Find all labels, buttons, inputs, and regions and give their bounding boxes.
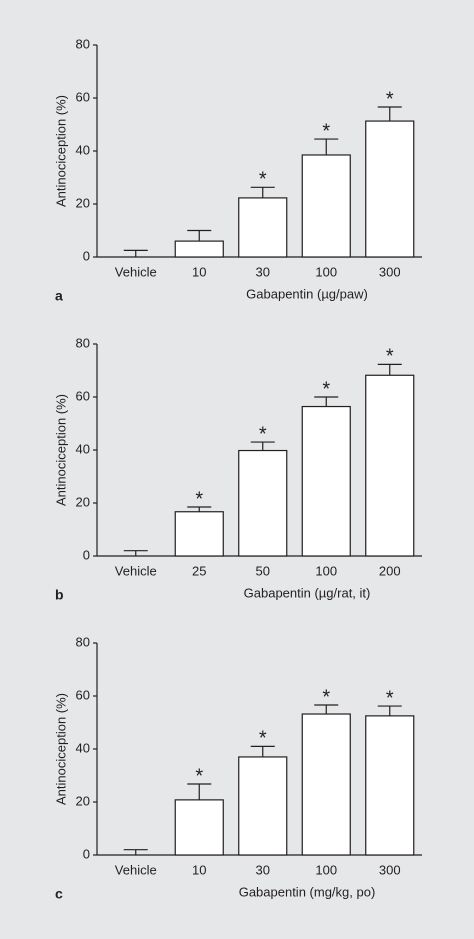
x-tick-label: 300 xyxy=(379,862,401,877)
bar xyxy=(301,713,351,856)
x-tick-label: 100 xyxy=(315,563,337,578)
bar xyxy=(238,197,288,258)
y-tick-label: 20 xyxy=(76,793,90,808)
bar xyxy=(174,511,224,557)
significance-marker: * xyxy=(259,169,267,191)
x-tick-label: 30 xyxy=(256,264,270,279)
y-tick-label: 40 xyxy=(76,142,90,157)
bar xyxy=(238,756,288,856)
bar xyxy=(301,154,351,258)
x-tick-label: 100 xyxy=(315,862,337,877)
significance-marker: * xyxy=(322,378,330,400)
x-tick-label: Vehicle xyxy=(115,563,157,578)
x-axis-label: Gabapentin (mg/kg, po) xyxy=(239,884,376,899)
panel-label: a xyxy=(55,288,63,304)
x-tick-label: 100 xyxy=(315,264,337,279)
x-axis-label: Gabapentin (µg/rat, it) xyxy=(244,585,371,600)
bar xyxy=(365,374,415,557)
x-tick-label: 10 xyxy=(192,264,206,279)
y-axis-label: Antinociception (%) xyxy=(53,95,68,207)
bar xyxy=(174,240,224,258)
significance-marker: * xyxy=(195,488,203,510)
x-axis-label: Gabapentin (µg/paw) xyxy=(246,286,368,301)
y-tick-label: 20 xyxy=(76,195,90,210)
x-tick-label: Vehicle xyxy=(115,862,157,877)
y-axis-label: Antinociception (%) xyxy=(53,394,68,506)
panel-label: c xyxy=(55,886,63,902)
significance-marker: * xyxy=(386,346,394,368)
y-tick-label: 20 xyxy=(76,494,90,509)
bar xyxy=(365,120,415,258)
y-tick-label: 80 xyxy=(76,634,90,649)
significance-marker: * xyxy=(386,687,394,709)
y-tick-label: 80 xyxy=(76,335,90,350)
y-tick-label: 60 xyxy=(76,89,90,104)
y-tick-label: 0 xyxy=(83,248,90,263)
x-tick-label: 30 xyxy=(256,862,270,877)
bar xyxy=(238,449,288,557)
panel-label: b xyxy=(55,587,64,603)
significance-marker: * xyxy=(386,88,394,110)
bar xyxy=(174,799,224,856)
y-tick-label: 60 xyxy=(76,687,90,702)
bar xyxy=(365,715,415,856)
y-tick-label: 0 xyxy=(83,846,90,861)
y-tick-label: 0 xyxy=(83,547,90,562)
x-tick-label: Vehicle xyxy=(115,264,157,279)
significance-marker: * xyxy=(259,728,267,750)
significance-marker: * xyxy=(322,686,330,708)
x-tick-label: 200 xyxy=(379,563,401,578)
bar xyxy=(301,405,351,557)
x-tick-label: 50 xyxy=(256,563,270,578)
x-tick-label: 25 xyxy=(192,563,206,578)
significance-marker: * xyxy=(259,423,267,445)
y-tick-label: 40 xyxy=(76,740,90,755)
significance-marker: * xyxy=(195,765,203,787)
y-tick-label: 80 xyxy=(76,36,90,51)
y-tick-label: 40 xyxy=(76,441,90,456)
x-tick-label: 300 xyxy=(379,264,401,279)
y-tick-label: 60 xyxy=(76,388,90,403)
y-axis-label: Antinociception (%) xyxy=(53,693,68,805)
significance-marker: * xyxy=(322,120,330,142)
x-tick-label: 10 xyxy=(192,862,206,877)
